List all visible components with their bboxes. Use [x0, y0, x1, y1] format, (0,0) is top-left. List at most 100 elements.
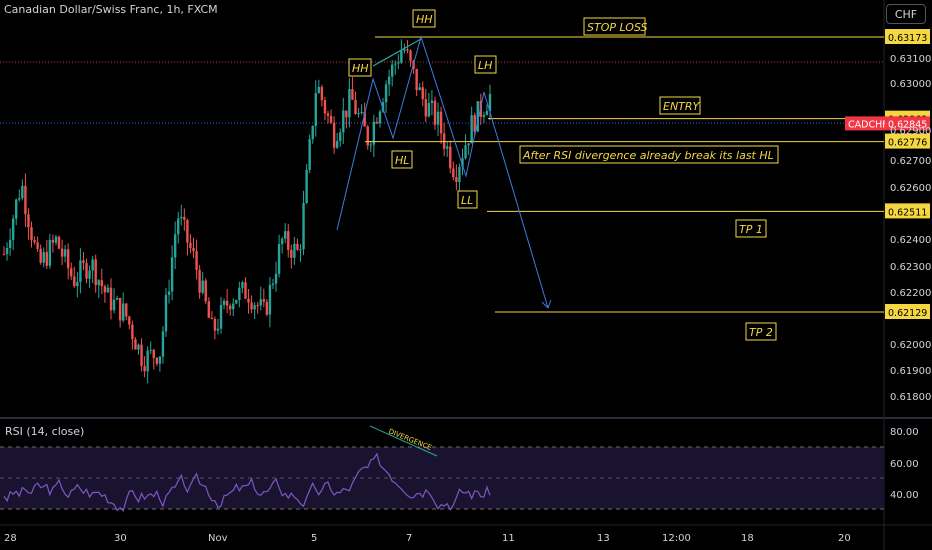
- candle-body: [375, 121, 379, 124]
- swing-box: [457, 190, 478, 209]
- candle-body: [238, 287, 241, 300]
- rsi-axis[interactable]: 80.00 60.00 40.00: [890, 427, 919, 501]
- price-axis[interactable]: 0.63100 0.63000 0.62900 0.62700 0.62600 …: [890, 54, 931, 403]
- candle-body: [180, 216, 183, 219]
- rsi-tick: 60.00: [890, 459, 919, 470]
- swing-label: HH: [416, 13, 433, 26]
- candle-body: [476, 101, 479, 132]
- level-price-label: 0.62129: [888, 308, 927, 319]
- time-tick: 30: [114, 533, 127, 544]
- candle-body: [76, 282, 79, 287]
- swing-box: [391, 150, 413, 169]
- candle-body: [369, 144, 372, 146]
- candle-body: [418, 87, 421, 91]
- candle-body: [82, 260, 85, 263]
- candle-body: [18, 198, 21, 200]
- candle-body: [131, 324, 134, 340]
- swing-label: LL: [461, 194, 473, 207]
- candle-body: [287, 231, 290, 250]
- level-price-label: 0.63173: [888, 33, 927, 44]
- candle-body: [354, 99, 357, 114]
- current-price-label: 0.62845: [888, 119, 927, 130]
- candle-body: [317, 86, 321, 94]
- levels-group: 0.631730.628630.627760.625110.62129CADCH…: [365, 17, 930, 341]
- candle-body: [170, 257, 174, 292]
- level-price-tag: [885, 304, 930, 319]
- candle-body: [384, 84, 388, 103]
- candle-body: [103, 286, 107, 293]
- candle-body: [409, 50, 412, 61]
- candle-body: [70, 268, 73, 277]
- candle-body: [265, 301, 269, 315]
- level-name: STOP LOSS: [587, 21, 648, 34]
- candle-body: [140, 344, 143, 367]
- candle-body: [91, 259, 94, 271]
- candle-body: [115, 298, 119, 300]
- time-tick: 28: [4, 533, 17, 544]
- candle-body: [314, 93, 317, 126]
- candles-group: [2, 39, 492, 384]
- candle-body: [232, 303, 235, 310]
- candle-body: [461, 158, 464, 167]
- candle-body: [427, 103, 431, 117]
- level-price-label: 0.62511: [888, 207, 927, 218]
- candle-body: [21, 185, 24, 199]
- candle-body: [177, 218, 180, 235]
- candle-body: [387, 76, 391, 85]
- level-name-box: [659, 96, 701, 115]
- time-tick: 18: [741, 533, 754, 544]
- candle-body: [161, 331, 165, 357]
- candle-body: [464, 145, 467, 159]
- candle-body: [421, 87, 424, 100]
- rsi-tick: 80.00: [890, 427, 919, 438]
- candle-body: [351, 89, 354, 100]
- candle-body: [79, 260, 82, 283]
- level-price-label: 0.62776: [888, 138, 927, 149]
- candle-body: [48, 239, 52, 266]
- candle-body: [45, 252, 48, 266]
- candle-body: [54, 236, 58, 243]
- candle-body: [94, 259, 97, 286]
- candle-body: [290, 249, 293, 258]
- candle-body: [485, 111, 489, 116]
- price-tick: 0.62300: [890, 262, 931, 273]
- swing-box: [412, 9, 436, 28]
- rsi-line: [3, 452, 491, 512]
- candle-body: [299, 249, 302, 251]
- candle-body: [339, 132, 342, 142]
- candle-body: [97, 280, 100, 286]
- candle-body: [167, 291, 171, 295]
- candle-body: [378, 111, 382, 124]
- candle-body: [308, 139, 311, 170]
- price-tick: 0.61900: [890, 366, 931, 377]
- candle-body: [342, 110, 345, 133]
- candle-body: [436, 111, 440, 125]
- candle-body: [155, 357, 159, 364]
- candle-body: [112, 299, 116, 311]
- candle-body: [274, 273, 278, 284]
- candle-body: [195, 251, 198, 270]
- time-axis[interactable]: 28 30 Nov 5 7 11 13 12:00 18 20: [4, 533, 851, 544]
- level-name-box: [583, 17, 646, 36]
- swing-label: HL: [395, 154, 409, 167]
- candle-body: [27, 214, 30, 228]
- candle-body: [329, 115, 333, 123]
- candle-body: [173, 234, 177, 258]
- candle-body: [152, 349, 155, 358]
- candle-body: [189, 242, 192, 249]
- hh-trendline: [372, 38, 422, 67]
- candle-body: [39, 248, 42, 263]
- current-price-tag: [885, 116, 930, 131]
- currency-button[interactable]: CHF: [886, 4, 926, 24]
- price-tick: 0.62200: [890, 288, 931, 299]
- level-price-tag: [885, 203, 930, 219]
- swing-box: [474, 55, 497, 74]
- candle-body: [85, 262, 88, 279]
- candle-body: [452, 168, 455, 178]
- candle-body: [63, 249, 67, 257]
- candle-body: [424, 99, 428, 117]
- time-tick: 11: [502, 533, 515, 544]
- time-tick: 20: [838, 533, 851, 544]
